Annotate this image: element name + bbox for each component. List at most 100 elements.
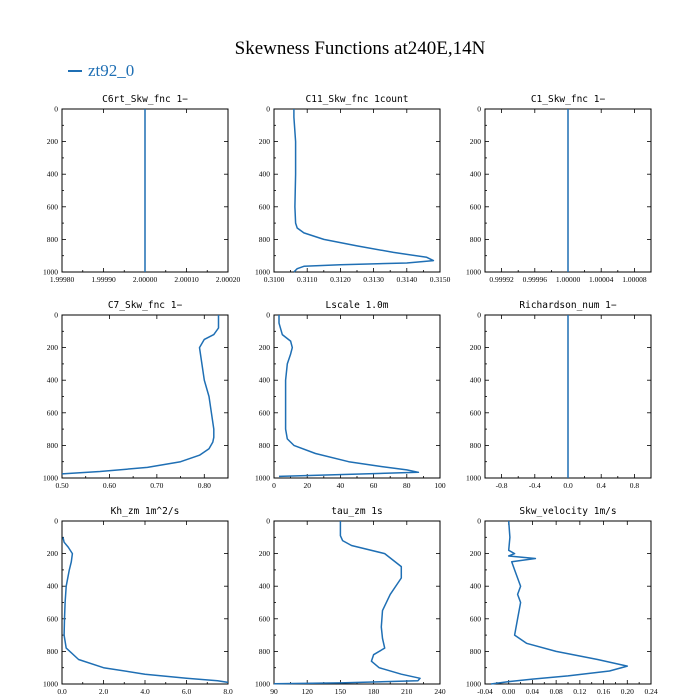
x-tick-label: 0.3150	[430, 275, 451, 284]
x-tick-label: 0.8	[630, 481, 640, 490]
y-tick-label: 200	[470, 343, 482, 352]
x-tick-label: 1.99980	[50, 275, 75, 284]
x-tick-label: 0.3110	[297, 275, 318, 284]
x-tick-label: 0.50	[55, 481, 68, 490]
x-tick-label: 0.99996	[523, 275, 548, 284]
x-tick-label: 2.00020	[216, 275, 241, 284]
y-tick-label: 600	[259, 614, 271, 623]
y-tick-label: 400	[259, 582, 271, 591]
y-tick-label: 600	[259, 202, 271, 211]
y-tick-label: 800	[47, 647, 59, 656]
series-line	[61, 315, 220, 475]
legend: zt92_0	[68, 61, 134, 80]
x-tick-label: 0	[272, 481, 276, 490]
x-tick-label: 0.3120	[330, 275, 351, 284]
y-tick-label: 200	[259, 549, 271, 558]
y-tick-label: 800	[470, 441, 482, 450]
y-tick-label: 600	[470, 614, 482, 623]
y-tick-label: 0	[266, 517, 270, 526]
x-tick-label: 0.4	[597, 481, 607, 490]
y-tick-label: 1000	[466, 680, 481, 689]
plot-frame	[273, 520, 441, 685]
y-tick-label: 1000	[43, 680, 58, 689]
x-tick-label: 1.00000	[556, 275, 581, 284]
y-tick-label: 800	[259, 441, 271, 450]
panel-2: C11_Skw_fnc 1count 0 200 400 600 800 10000.310…	[255, 94, 451, 284]
y-tick-label: 400	[47, 582, 59, 591]
x-tick-label: 0.3100	[264, 275, 285, 284]
y-tick-label: 800	[47, 441, 59, 450]
x-tick-label: 2.0	[99, 687, 109, 696]
panel-title: C6rt_Skw_fnc 1−	[102, 94, 188, 105]
y-tick-label: 0	[477, 517, 481, 526]
series-line	[273, 521, 421, 685]
y-tick-label: 0	[266, 311, 270, 320]
x-tick-label: 100	[434, 481, 446, 490]
x-tick-label: 0.00	[502, 687, 515, 696]
y-tick-label: 400	[47, 376, 59, 385]
panel-title: C11_Skw_fnc 1count	[306, 94, 409, 105]
x-tick-label: 1.00008	[622, 275, 647, 284]
panel-3: C1_Skw_fnc 1− 0 200 400 600 800 1000 0.99992 0.9…	[466, 94, 652, 284]
y-tick-label: 400	[470, 376, 482, 385]
x-tick-label: 6.0	[182, 687, 192, 696]
y-tick-label: 0	[266, 105, 270, 114]
x-tick-label: 2.00000	[133, 275, 158, 284]
x-tick-label: -0.4	[529, 481, 541, 490]
y-tick-label: 200	[259, 137, 271, 146]
y-tick-label: 1000	[466, 268, 481, 277]
x-tick-label: 0.24	[644, 687, 657, 696]
y-tick-label: 1000	[255, 268, 270, 277]
series-line	[293, 109, 435, 273]
y-tick-label: 400	[470, 170, 482, 179]
x-tick-label: 150	[335, 687, 347, 696]
x-tick-label: 0.0	[57, 687, 67, 696]
x-tick-label: 0.20	[621, 687, 634, 696]
x-tick-label: 0.80	[198, 481, 211, 490]
x-tick-label: 0.70	[150, 481, 163, 490]
x-tick-label: 210	[401, 687, 413, 696]
x-tick-label: 0.3130	[363, 275, 384, 284]
y-tick-label: 400	[259, 376, 271, 385]
y-tick-label: 600	[47, 408, 59, 417]
x-tick-label: 60	[370, 481, 378, 490]
panel-title: C7_Skw_fnc 1−	[108, 300, 183, 311]
y-tick-label: 200	[470, 137, 482, 146]
series-line	[490, 520, 629, 685]
y-tick-label: 1000	[255, 680, 270, 689]
x-tick-label: 1.99990	[91, 275, 116, 284]
panel-title: Lscale 1.0m	[326, 300, 389, 311]
panel-6: Richardson_num 1− 0 200 400 600 800 1000 -0.8 -0…	[466, 300, 652, 490]
y-tick-label: 0	[477, 105, 481, 114]
y-tick-label: 800	[470, 235, 482, 244]
x-tick-label: 20	[303, 481, 311, 490]
x-tick-label: 0.0	[563, 481, 573, 490]
panel-title: C1_Skw_fnc 1−	[531, 94, 606, 105]
y-tick-label: 0	[477, 311, 481, 320]
y-tick-label: 600	[47, 202, 59, 211]
y-tick-label: 200	[47, 343, 59, 352]
x-tick-label: 0.3140	[396, 275, 417, 284]
y-tick-label: 400	[470, 582, 482, 591]
y-tick-label: 1000	[43, 268, 58, 277]
x-tick-label: -0.8	[496, 481, 508, 490]
y-tick-label: 800	[470, 647, 482, 656]
x-tick-label: 0.16	[597, 687, 610, 696]
y-tick-label: 200	[470, 549, 482, 558]
y-tick-label: 800	[259, 647, 271, 656]
y-tick-label: 0	[54, 105, 58, 114]
y-tick-label: 400	[259, 170, 271, 179]
y-tick-label: 800	[259, 235, 271, 244]
x-tick-label: 80	[403, 481, 411, 490]
x-tick-label: 0.04	[526, 687, 539, 696]
panel-title: tau_zm 1s	[331, 506, 382, 517]
panel-title: Kh_zm 1m^2/s	[111, 506, 180, 517]
x-tick-label: 0.08	[550, 687, 563, 696]
figure-title: Skewness Functions at240E,14N	[235, 38, 486, 59]
y-tick-label: 1000	[466, 474, 481, 483]
